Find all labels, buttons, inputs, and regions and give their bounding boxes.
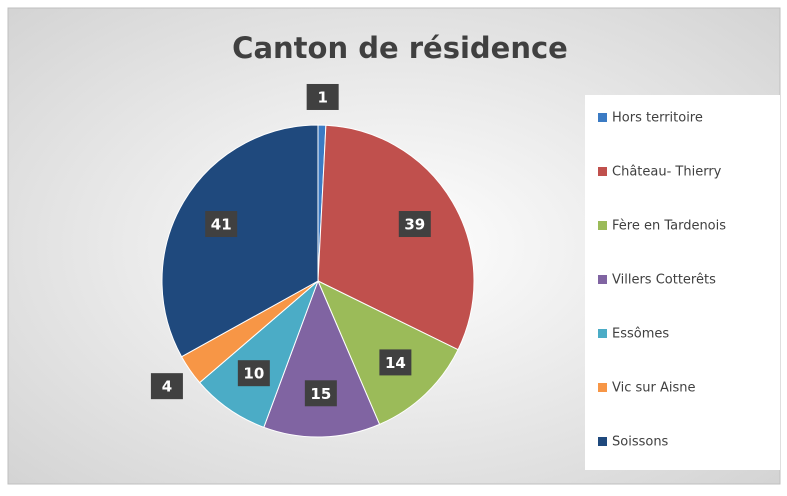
legend-marker — [598, 329, 607, 338]
data-label: 1 — [317, 88, 327, 106]
legend-label: Villers Cotterêts — [612, 273, 716, 288]
data-label: 41 — [211, 216, 232, 234]
data-label-box — [304, 380, 337, 407]
legend-label: Château- Thierry — [612, 165, 722, 180]
legend-marker — [598, 275, 607, 284]
data-label-box — [306, 83, 339, 110]
data-label: 4 — [162, 378, 172, 396]
legend-label: Vic sur Aisne — [612, 381, 696, 396]
legend-marker — [598, 113, 607, 122]
data-label-box — [398, 211, 431, 238]
data-label-box — [379, 349, 412, 376]
legend-label: Fère en Tardenois — [612, 219, 726, 234]
pie-slice — [161, 124, 319, 358]
data-label: 15 — [310, 385, 331, 403]
data-label-box — [150, 373, 183, 400]
pie-slice — [317, 124, 475, 351]
data-label-box — [237, 360, 270, 387]
legend-marker — [598, 167, 607, 176]
legend-box — [585, 95, 780, 470]
legend-marker — [598, 221, 607, 230]
data-label: 39 — [404, 216, 425, 234]
data-label: 14 — [385, 354, 406, 372]
legend-marker — [598, 383, 607, 392]
pie-slice — [263, 279, 381, 438]
data-label: 10 — [243, 365, 264, 383]
legend-label: Hors territoire — [612, 111, 703, 126]
legend-label: Soissons — [612, 435, 669, 450]
legend-marker — [598, 437, 607, 446]
data-label-box — [205, 211, 238, 238]
chart-title: Canton de résidence — [232, 31, 568, 65]
legend-label: Essômes — [612, 327, 669, 342]
